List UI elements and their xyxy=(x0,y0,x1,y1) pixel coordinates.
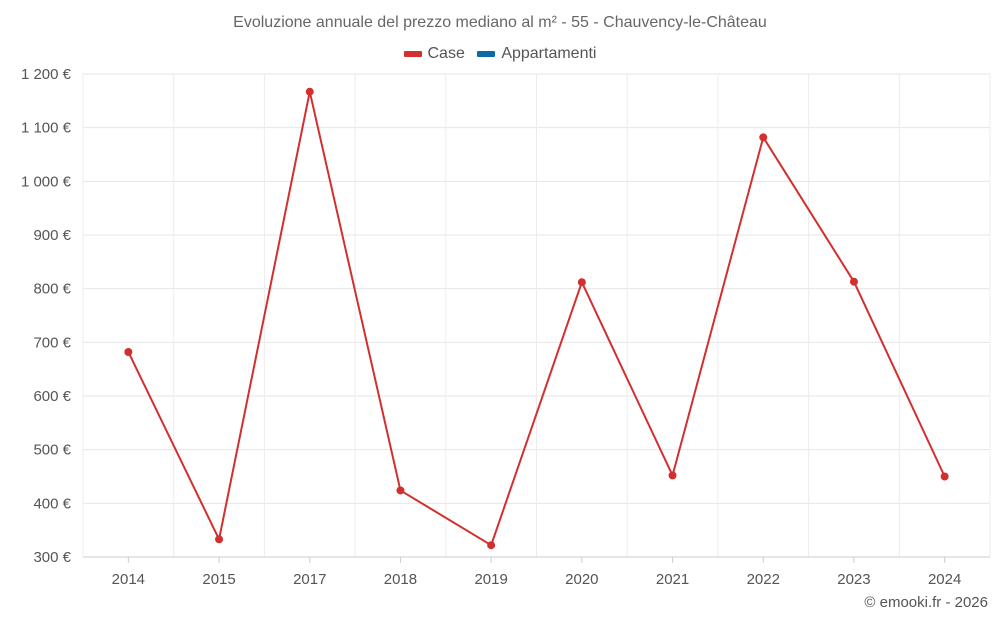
data-point xyxy=(305,87,314,96)
legend-item-case[interactable]: Case xyxy=(403,45,465,63)
chart-title: Evoluzione annuale del prezzo mediano al… xyxy=(233,14,767,31)
y-tick-label: 400 € xyxy=(33,495,71,512)
data-point xyxy=(215,535,224,544)
y-tick-label: 800 € xyxy=(33,281,71,298)
x-tick-label: 2022 xyxy=(747,571,780,588)
y-tick-label: 700 € xyxy=(33,334,71,351)
data-point xyxy=(759,133,768,142)
x-tick-label: 2020 xyxy=(565,571,598,588)
data-point xyxy=(577,278,586,287)
x-tick-label: 2024 xyxy=(928,571,961,588)
x-tick-label: 2015 xyxy=(202,571,235,588)
x-tick-label: 2019 xyxy=(474,571,507,588)
series-line-case xyxy=(127,90,946,547)
y-tick-label: 1 000 € xyxy=(21,173,72,190)
legend: Case Appartamenti xyxy=(0,44,1000,63)
credit-text: © emooki.fr - 2026 xyxy=(864,594,988,611)
x-tick-label: 2021 xyxy=(656,571,689,588)
x-tick-label: 2023 xyxy=(837,571,870,588)
y-tick-label: 600 € xyxy=(33,388,71,405)
data-point xyxy=(940,472,949,481)
data-point xyxy=(396,486,405,495)
legend-swatch-appartamenti xyxy=(477,51,496,57)
y-tick-label: 900 € xyxy=(33,227,71,244)
data-point xyxy=(849,277,858,286)
data-point xyxy=(124,347,133,356)
data-point xyxy=(487,541,496,550)
y-tick-label: 1 100 € xyxy=(21,120,72,137)
legend-item-appartamenti[interactable]: Appartamenti xyxy=(477,45,596,63)
x-tick-label: 2017 xyxy=(293,571,326,588)
y-tick-label: 1 200 € xyxy=(21,66,72,83)
y-tick-label: 300 € xyxy=(33,549,71,566)
legend-swatch-case xyxy=(403,51,422,57)
legend-label-appartamenti: Appartamenti xyxy=(501,45,597,62)
legend-label-case: Case xyxy=(427,45,465,62)
y-tick-label: 500 € xyxy=(33,442,71,459)
x-tick-label: 2018 xyxy=(384,571,417,588)
data-point xyxy=(668,471,677,480)
x-tick-label: 2014 xyxy=(112,571,145,588)
